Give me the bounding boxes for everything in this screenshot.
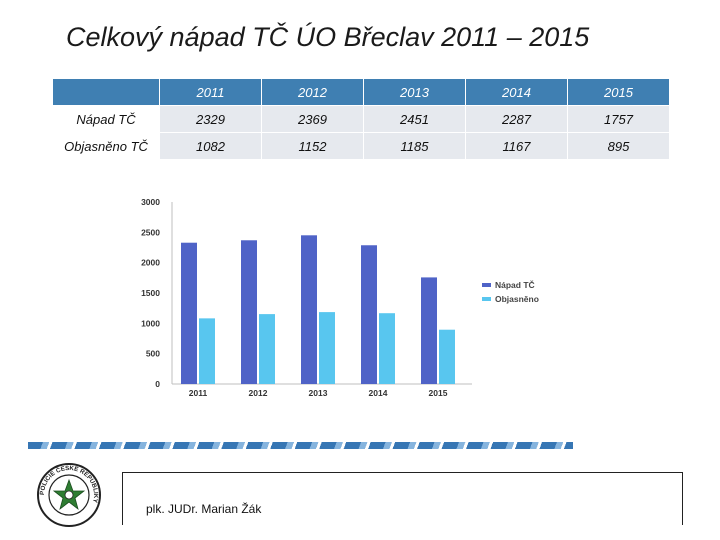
footer-box [122, 472, 683, 525]
data-table: 2011 2012 2013 2014 2015 Nápad TČ 2329 2… [52, 78, 670, 160]
table-cell: 2451 [364, 106, 465, 132]
table-cell: 2287 [466, 106, 567, 132]
table-cell: 1167 [466, 133, 567, 159]
bar-chart: 3000 2500 2000 1500 1000 500 0 2011 2012 2013 2014… [141, 197, 539, 398]
y-tick-label: 2500 [141, 227, 160, 237]
page-title: Celkový nápad TČ ÚO Břeclav 2011 – 2015 [66, 22, 590, 52]
y-tick-label: 500 [146, 349, 160, 359]
legend-label: Objasněno [495, 294, 539, 304]
bar-objasneno [319, 312, 335, 384]
table-cell: 2329 [160, 106, 261, 132]
y-tick-label: 1000 [141, 318, 160, 328]
table-cell: 1757 [568, 106, 669, 132]
bar-objasneno [199, 318, 215, 384]
table-row: Objasněno TČ 1082 1152 1185 1167 895 [53, 133, 669, 159]
table-header-row: 2011 2012 2013 2014 2015 [53, 79, 669, 105]
table-row: Nápad TČ 2329 2369 2451 2287 1757 [53, 106, 669, 132]
table-cell: 1152 [262, 133, 363, 159]
footer-author: plk. JUDr. Marian Žák [146, 502, 262, 516]
legend-label: Nápad TČ [495, 279, 535, 290]
table-cell: 1185 [364, 133, 465, 159]
table-cell: 1082 [160, 133, 261, 159]
table-cell: 2369 [262, 106, 363, 132]
table-header-cell: 2015 [568, 79, 669, 105]
decorative-stripe [28, 442, 573, 449]
y-tick-label: 1500 [141, 288, 160, 298]
table-header-cell: 2011 [160, 79, 261, 105]
legend-swatch [482, 297, 491, 301]
bar-napad [241, 240, 257, 384]
bar-objasneno [439, 329, 455, 384]
police-emblem-icon: POLICIE ČESKÉ REPUBLIKY [37, 463, 101, 527]
bar-objasneno [259, 314, 275, 384]
x-tick-label: 2014 [369, 388, 388, 398]
table-cell: 895 [568, 133, 669, 159]
table-header-cell: 2014 [466, 79, 567, 105]
row-label: Nápad TČ [76, 111, 136, 127]
bar-napad [361, 245, 377, 384]
bar-napad [181, 242, 197, 384]
x-tick-label: 2013 [309, 388, 328, 398]
table-header-cell: 2013 [364, 79, 465, 105]
bar-napad [421, 277, 437, 384]
y-tick-label: 0 [155, 379, 160, 389]
row-label: Objasněno TČ [64, 138, 148, 154]
table-corner [53, 79, 159, 105]
legend-swatch [482, 283, 491, 287]
y-tick-label: 2000 [141, 258, 160, 268]
table-header-cell: 2012 [262, 79, 363, 105]
x-tick-label: 2012 [249, 388, 268, 398]
x-tick-label: 2015 [429, 388, 448, 398]
bar-napad [301, 235, 317, 384]
x-tick-label: 2011 [189, 388, 208, 398]
y-tick-label: 3000 [141, 197, 160, 207]
bar-objasneno [379, 313, 395, 384]
